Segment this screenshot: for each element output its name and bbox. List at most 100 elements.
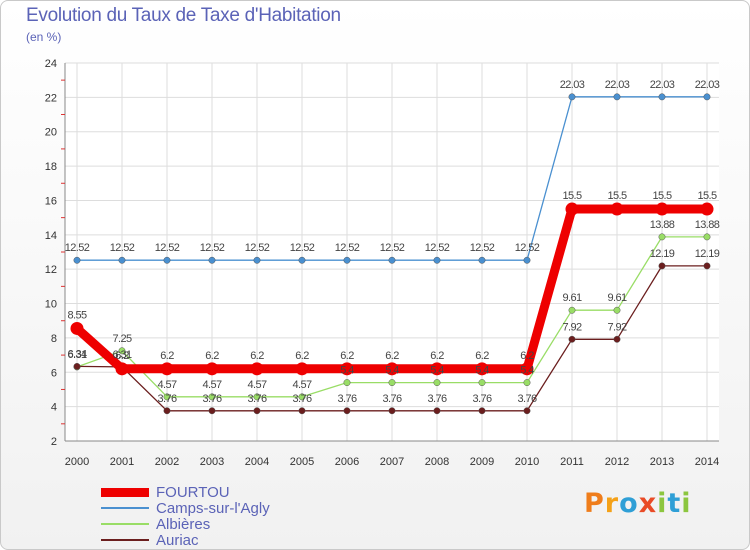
- data-point: [655, 202, 669, 216]
- data-label: 3.76: [427, 393, 446, 405]
- y-tick-label: 16: [45, 195, 57, 207]
- y-tick-label: 8: [51, 333, 57, 345]
- y-tick-label: 6: [51, 367, 57, 379]
- data-label: 3.76: [337, 393, 356, 405]
- data-point: [73, 362, 81, 370]
- data-point: [343, 379, 351, 387]
- data-label: 6.2: [475, 350, 489, 362]
- data-label: 12.52: [425, 242, 450, 254]
- data-point: [205, 362, 219, 376]
- data-point: [163, 256, 171, 264]
- data-point: [613, 306, 621, 314]
- x-tick-label: 2008: [425, 456, 449, 468]
- data-label: 6.2: [520, 350, 534, 362]
- data-point: [703, 233, 711, 241]
- legend-label: Albières: [156, 516, 211, 533]
- data-label: 22.03: [650, 79, 675, 91]
- y-tick-label: 18: [45, 161, 57, 173]
- data-point: [115, 362, 129, 376]
- data-label: 6.2: [340, 350, 354, 362]
- data-point: [253, 407, 261, 415]
- data-point: [208, 407, 216, 415]
- data-label: 6.31: [67, 349, 86, 361]
- data-point: [160, 362, 174, 376]
- data-point: [340, 362, 354, 376]
- data-label: 12.52: [515, 242, 540, 254]
- chart-unit-label: (en %): [26, 30, 62, 44]
- data-label: 22.03: [695, 79, 720, 91]
- x-tick-label: 2005: [290, 456, 314, 468]
- data-point: [523, 407, 531, 415]
- data-point: [388, 407, 396, 415]
- logo-letter: t: [667, 488, 682, 519]
- data-point: [430, 362, 444, 376]
- data-point: [478, 379, 486, 387]
- data-point: [658, 233, 666, 241]
- data-label: 9.61: [607, 292, 626, 304]
- proxiti-logo: Proxiti: [584, 488, 692, 519]
- data-label: 12.19: [695, 248, 720, 260]
- data-label: 22.03: [605, 79, 630, 91]
- data-label: 12.52: [110, 242, 135, 254]
- data-label: 5.4: [520, 365, 534, 377]
- data-point: [703, 93, 711, 101]
- data-point: [118, 347, 126, 355]
- data-point: [610, 202, 624, 216]
- data-label: 12.19: [650, 248, 675, 260]
- logo-letter: i: [681, 488, 692, 519]
- data-point: [520, 362, 534, 376]
- data-point: [475, 362, 489, 376]
- data-label: 13.88: [650, 219, 675, 231]
- data-label: 6.31: [112, 349, 131, 361]
- data-point: [565, 202, 579, 216]
- legend-swatch: [101, 507, 149, 509]
- data-point: [658, 93, 666, 101]
- data-point: [433, 379, 441, 387]
- data-label: 15.5: [607, 190, 626, 202]
- chart-title: Evolution du Taux de Taxe d'Habitation: [26, 5, 341, 26]
- data-label: 6.2: [430, 350, 444, 362]
- data-label: 3.76: [517, 393, 536, 405]
- data-label: 3.76: [202, 393, 221, 405]
- data-point: [568, 335, 576, 343]
- data-label: 9.61: [562, 292, 581, 304]
- data-label: 22.03: [560, 79, 585, 91]
- data-point: [613, 93, 621, 101]
- data-point: [658, 262, 666, 270]
- data-label: 12.52: [290, 242, 315, 254]
- data-point: [478, 407, 486, 415]
- data-point: [700, 202, 714, 216]
- x-tick-label: 2009: [470, 456, 494, 468]
- x-tick-label: 2013: [650, 456, 674, 468]
- legend-swatch: [101, 539, 149, 541]
- legend-swatch: [101, 523, 149, 525]
- data-point: [568, 306, 576, 314]
- legend-label: Camps-sur-l'Agly: [156, 500, 270, 517]
- logo-letter: r: [604, 488, 620, 519]
- data-point: [523, 379, 531, 387]
- data-label: 15.5: [562, 190, 581, 202]
- logo-letter: o: [619, 488, 639, 519]
- data-label: 12.52: [470, 242, 495, 254]
- data-label: 12.52: [155, 242, 180, 254]
- data-point: [250, 362, 264, 376]
- data-label: 12.52: [245, 242, 270, 254]
- y-tick-label: 12: [45, 264, 57, 276]
- data-label: 6.2: [115, 350, 129, 362]
- legend-label: FOURTOU: [156, 484, 230, 501]
- data-label: 5.4: [340, 365, 354, 377]
- data-point: [208, 393, 216, 401]
- logo-letter: P: [584, 488, 605, 519]
- data-point: [478, 256, 486, 264]
- logo-letter: i: [657, 488, 668, 519]
- x-tick-label: 2004: [245, 456, 269, 468]
- data-point: [118, 256, 126, 264]
- data-label: 12.52: [335, 242, 360, 254]
- legend-label: Auriac: [156, 532, 199, 549]
- x-tick-label: 2010: [515, 456, 539, 468]
- data-point: [433, 256, 441, 264]
- data-point: [298, 407, 306, 415]
- data-label: 12.52: [380, 242, 405, 254]
- data-label: 3.76: [247, 393, 266, 405]
